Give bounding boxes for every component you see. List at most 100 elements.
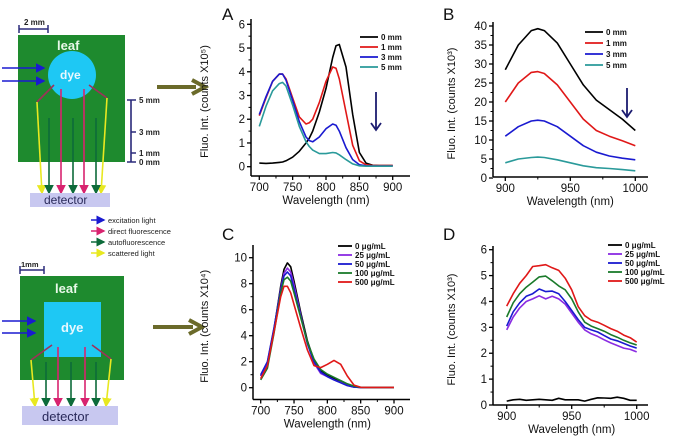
- scatter-path: [36, 84, 55, 103]
- series-line-0-mm: [504, 27, 636, 132]
- series-line-0-mm: [259, 43, 393, 167]
- y-tick-label: 0: [481, 400, 487, 412]
- dye-circle: [48, 51, 96, 99]
- y-tick-label: 6: [481, 245, 487, 257]
- y-tick-label: 40: [474, 21, 487, 33]
- legend-label: 500 μg/mL: [355, 278, 395, 287]
- chart-panel-d: D 0 1 2 3 4 5 6 900 950 1000 Wavelength (nm) Fluo. I…: [443, 225, 665, 436]
- right-arrow-icon: [153, 318, 207, 336]
- series-line-500-g-ml: [259, 285, 394, 389]
- depth-label: 0 mm: [139, 158, 160, 167]
- y-tick-label: 4: [481, 296, 488, 308]
- y-axis-title: Fluo. Int. (counts X10⁴): [199, 270, 211, 383]
- light-legend: excitation light direct fluorescence aut…: [91, 215, 171, 258]
- legend-label: 100 μg/mL: [355, 269, 395, 278]
- series-line-50-g-ml: [505, 288, 637, 349]
- y-tick-label: 2: [239, 114, 245, 126]
- legend-label: 0 mm: [381, 33, 402, 42]
- schematic-top: 2 mm leaf dye detector 5 mm 3 mm 1 mm 0 …: [2, 18, 210, 207]
- y-tick-label: 10: [474, 135, 487, 147]
- series-line-100-g-ml: [260, 276, 394, 389]
- legend-label: 3 mm: [606, 50, 627, 59]
- x-tick-label: 800: [318, 406, 337, 418]
- series-line-5-mm: [505, 156, 636, 172]
- detector-box: [30, 193, 110, 207]
- x-tick-label: 700: [250, 182, 269, 194]
- y-axis-title: Fluo. Int. (counts X10⁵): [199, 45, 211, 158]
- depth-label: 1 mm: [139, 149, 160, 158]
- scale-bar-label: 2 mm: [24, 18, 45, 27]
- x-tick-label: 950: [561, 183, 580, 195]
- legend-item-scattered: scattered light: [91, 248, 156, 258]
- legend-label: 0 μg/mL: [355, 242, 386, 251]
- down-arrow-head-icon: [621, 109, 633, 119]
- y-tick-label: 2: [241, 357, 247, 369]
- scattered-light-arrow: [29, 359, 40, 408]
- depth-label: 3 mm: [139, 128, 160, 137]
- x-tick-label: 1000: [623, 183, 649, 195]
- legend-label: 5 mm: [606, 61, 627, 70]
- down-arrow-head-icon: [370, 122, 382, 132]
- y-tick-label: 30: [474, 59, 487, 71]
- legend-label: 50 μg/mL: [625, 259, 660, 268]
- series-line-1-mm: [258, 66, 393, 167]
- legend-label: scattered light: [108, 249, 156, 258]
- dye-label: dye: [60, 68, 81, 82]
- y-tick-label: 35: [474, 40, 487, 52]
- legend-label: direct fluorescence: [108, 227, 171, 236]
- series-line-1-mm: [504, 70, 636, 147]
- panel-label: D: [443, 225, 455, 244]
- scatter-path: [91, 344, 112, 360]
- legend-label: autofluorescence: [108, 238, 165, 247]
- detector-label: detector: [44, 193, 87, 207]
- chart-panel-a: A 0 1 2 3 4 5 6 700 750 800 850 900 Wavelength (nm) Fl…: [199, 5, 410, 207]
- y-tick-label: 6: [239, 19, 245, 31]
- legend-label: 5 mm: [381, 63, 402, 72]
- scatter-path: [88, 84, 108, 99]
- x-axis-title: Wavelength (nm): [528, 424, 615, 436]
- y-tick-label: 15: [474, 116, 487, 128]
- panel-label: A: [222, 5, 234, 24]
- y-tick-label: 0: [239, 162, 245, 174]
- legend-label: 0 mm: [606, 28, 627, 37]
- detector-box: [22, 406, 118, 425]
- chart-panel-b: B 0 5 10 15 20 25 30 35 40 900 950 1000 Wavelength (n…: [443, 5, 648, 208]
- x-tick-label: 900: [497, 411, 516, 423]
- x-tick-label: 1000: [624, 411, 650, 423]
- scale-bar-label: 1mm: [21, 260, 39, 269]
- legend-item-excitation: excitation light: [91, 215, 156, 225]
- x-tick-label: 750: [283, 182, 302, 194]
- x-axis-title: Wavelength (nm): [284, 419, 371, 431]
- y-tick-label: 1: [239, 138, 245, 150]
- panel-label: B: [443, 5, 454, 24]
- series-line-50-g-ml: [259, 271, 394, 389]
- y-axis-title: Fluo. Int. (counts X10³): [446, 48, 458, 160]
- x-tick-label: 700: [251, 406, 270, 418]
- series-line-5-mm: [258, 81, 393, 167]
- detector-label: detector: [42, 409, 90, 424]
- y-tick-label: 25: [474, 78, 487, 90]
- x-axis-title: Wavelength (nm): [282, 195, 369, 207]
- legend-label: 3 mm: [381, 53, 402, 62]
- x-tick-label: 850: [351, 406, 370, 418]
- legend-label: 500 μg/mL: [625, 277, 665, 286]
- x-tick-label: 950: [562, 411, 581, 423]
- y-tick-label: 6: [241, 305, 247, 317]
- legend-label: excitation light: [108, 216, 156, 225]
- scatter-path: [30, 344, 53, 361]
- x-axis-title: Wavelength (nm): [527, 196, 614, 208]
- series-line-3-mm: [504, 119, 636, 161]
- y-tick-label: 5: [239, 43, 245, 55]
- x-tick-label: 900: [496, 183, 515, 195]
- legend-item-direct: direct fluorescence: [91, 226, 171, 236]
- y-tick-label: 0: [241, 383, 247, 395]
- x-tick-label: 850: [350, 182, 369, 194]
- scattered-light-arrow: [102, 358, 112, 408]
- y-tick-label: 0: [481, 173, 487, 185]
- legend-label: 50 μg/mL: [355, 260, 390, 269]
- y-tick-label: 10: [234, 253, 247, 265]
- legend-label: 100 μg/mL: [625, 268, 665, 277]
- y-tick-label: 3: [481, 322, 487, 334]
- y-tick-label: 5: [481, 154, 487, 166]
